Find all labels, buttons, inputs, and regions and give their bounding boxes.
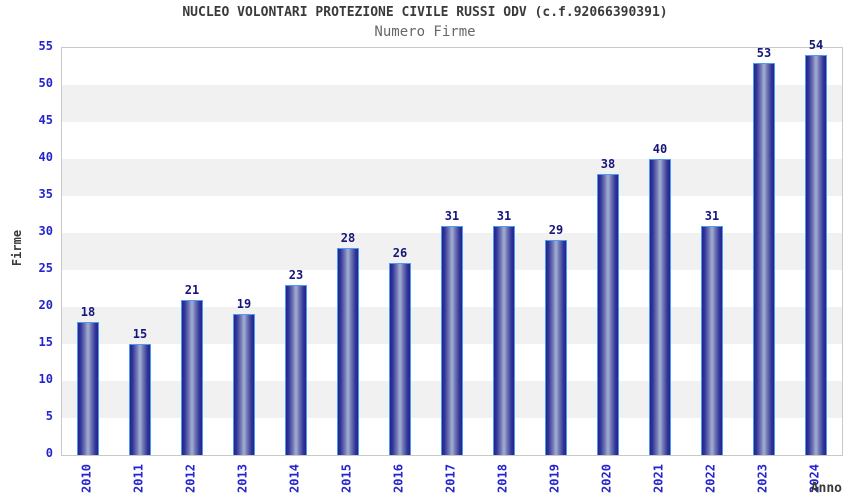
- y-tick-label: 25: [38, 261, 53, 275]
- bar: [805, 55, 827, 455]
- bar: [337, 248, 359, 455]
- x-tick-label: 2013: [235, 464, 250, 493]
- bar-value-label: 15: [132, 327, 148, 341]
- y-tick-label: 40: [38, 150, 53, 164]
- y-tick-label: 35: [38, 187, 53, 201]
- bar: [389, 263, 411, 455]
- x-tick-label: 2020: [599, 464, 614, 493]
- y-tick-label: 5: [45, 409, 53, 423]
- bar: [597, 174, 619, 455]
- x-tick-label: 2015: [339, 464, 354, 493]
- bar: [545, 240, 567, 455]
- bar-value-label: 23: [288, 268, 304, 282]
- bar: [753, 63, 775, 455]
- x-tick-label: 2012: [183, 464, 198, 493]
- bar-value-label: 31: [704, 209, 720, 223]
- y-tick-label: 15: [38, 335, 53, 349]
- bar-value-label: 54: [808, 38, 824, 52]
- x-tick-label: 2016: [391, 464, 406, 493]
- bar-value-label: 19: [236, 297, 252, 311]
- x-axis-title: Anno: [810, 481, 842, 496]
- bar-value-label: 18: [80, 305, 96, 319]
- x-tick-label: 2023: [755, 464, 770, 493]
- bar-value-label: 31: [444, 209, 460, 223]
- bar: [181, 300, 203, 455]
- bar: [77, 322, 99, 455]
- x-tick-label: 2021: [651, 464, 666, 493]
- bar: [649, 159, 671, 455]
- x-tick-label: 2011: [131, 464, 146, 493]
- y-tick-label: 55: [38, 39, 53, 53]
- bar: [233, 314, 255, 455]
- x-tick-label: 2022: [703, 464, 718, 493]
- x-tick-label: 2018: [495, 464, 510, 493]
- chart-title: NUCLEO VOLONTARI PROTEZIONE CIVILE RUSSI…: [182, 5, 668, 20]
- y-axis: 0 5 10 15 20 25 30 35 40 45 50 55: [0, 39, 53, 460]
- bar-value-label: 29: [548, 223, 564, 237]
- x-axis: 2010 2011 2012 2013 2014 2015 2016 2017 2018 2019…: [61, 455, 841, 500]
- x-tick-label: 2010: [79, 464, 94, 493]
- chart-subtitle: Numero Firme: [374, 24, 476, 40]
- x-tick-label: 2017: [443, 464, 458, 493]
- y-tick-label: 10: [38, 372, 53, 386]
- bar-value-label: 26: [392, 246, 408, 260]
- bar-value-label: 53: [756, 46, 772, 60]
- bar: [285, 285, 307, 455]
- bar-value-label: 40: [652, 142, 668, 156]
- bar: [129, 344, 151, 455]
- x-tick-label: 2014: [287, 464, 302, 493]
- y-tick-label: 30: [38, 224, 53, 238]
- bar: [701, 226, 723, 455]
- y-tick-label: 45: [38, 113, 53, 127]
- y-tick-label: 0: [45, 446, 53, 460]
- bar-value-label: 38: [600, 157, 616, 171]
- y-tick-label: 20: [38, 298, 53, 312]
- bar: [441, 226, 463, 455]
- bar-value-label: 28: [340, 231, 356, 245]
- bar-value-label: 21: [184, 283, 200, 297]
- bar-value-label: 31: [496, 209, 512, 223]
- bar: [493, 226, 515, 455]
- y-tick-label: 50: [38, 76, 53, 90]
- plot-area: 18 15 21 19 23 28 26 31 31 29 38 40 31 53 54: [61, 38, 843, 456]
- x-tick-label: 2019: [547, 464, 562, 493]
